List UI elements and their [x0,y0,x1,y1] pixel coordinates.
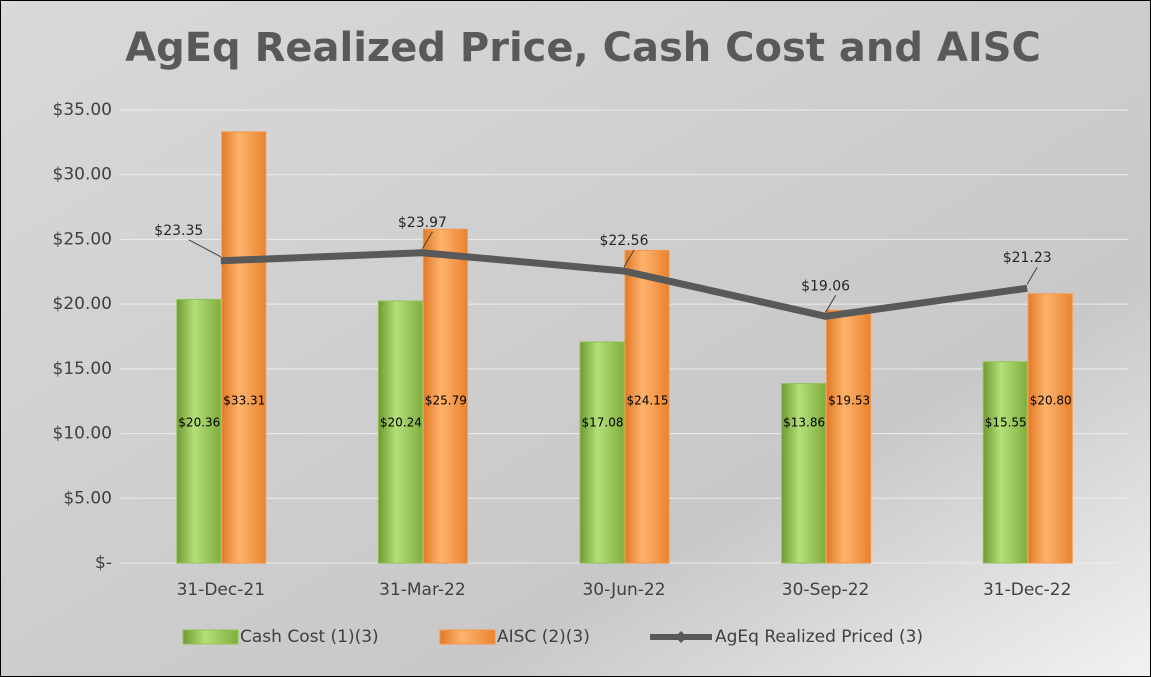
data-label: $22.56 [600,233,649,249]
data-label: $23.97 [398,215,447,231]
bar [826,309,872,564]
data-label: $17.08 [582,416,624,430]
data-label: $19.53 [828,394,870,408]
x-tick-label: 31-Dec-22 [983,580,1071,600]
x-tick-label: 30-Sep-22 [782,580,870,600]
x-tick-label: 31-Mar-22 [379,580,466,600]
legend-swatch [182,629,239,645]
y-tick-label: $10.00 [53,424,112,444]
data-label: $21.23 [1003,250,1052,266]
data-label: $20.24 [380,416,422,430]
legend-marker [675,631,687,643]
data-label: $20.36 [178,416,220,430]
bar [221,131,267,564]
leader-line [825,295,837,313]
y-tick-label: $25.00 [53,229,112,249]
y-tick-label: $5.00 [63,488,112,508]
bar [781,383,827,564]
y-tick-label: $20.00 [53,294,112,314]
y-tick-label: $30.00 [53,165,112,185]
data-label: $25.79 [425,394,467,408]
bar [982,361,1028,564]
legend-label: AgEq Realized Priced (3) [715,627,923,647]
data-label: $23.35 [154,223,203,239]
bar [377,300,423,564]
legend-label: Cash Cost (1)(3) [240,627,379,647]
x-tick-label: 31-Dec-21 [177,580,265,600]
bar [422,228,468,564]
leader-line [188,239,222,258]
y-tick-label: $- [95,553,112,573]
line [220,249,1028,320]
y-tick-label: $35.00 [53,100,112,120]
data-label: $19.06 [801,278,850,294]
data-label: $24.15 [627,394,669,408]
data-label: $20.80 [1030,394,1072,408]
bar [176,298,222,564]
leader-line [1026,266,1038,285]
leader-line [623,249,635,268]
chart-title: AgEq Realized Price, Cash Cost and AISC [125,25,1041,71]
bar [624,249,670,564]
legend-swatch [439,629,496,645]
x-tick-label: 30-Jun-22 [582,580,665,600]
bar [579,341,625,564]
y-tick-label: $15.00 [53,359,112,379]
data-label: $13.86 [783,416,825,430]
data-label: $15.55 [985,416,1027,430]
leader-line [421,231,433,250]
data-label: $33.31 [223,394,265,408]
legend-label: AISC (2)(3) [497,627,590,647]
bar [1027,293,1073,564]
